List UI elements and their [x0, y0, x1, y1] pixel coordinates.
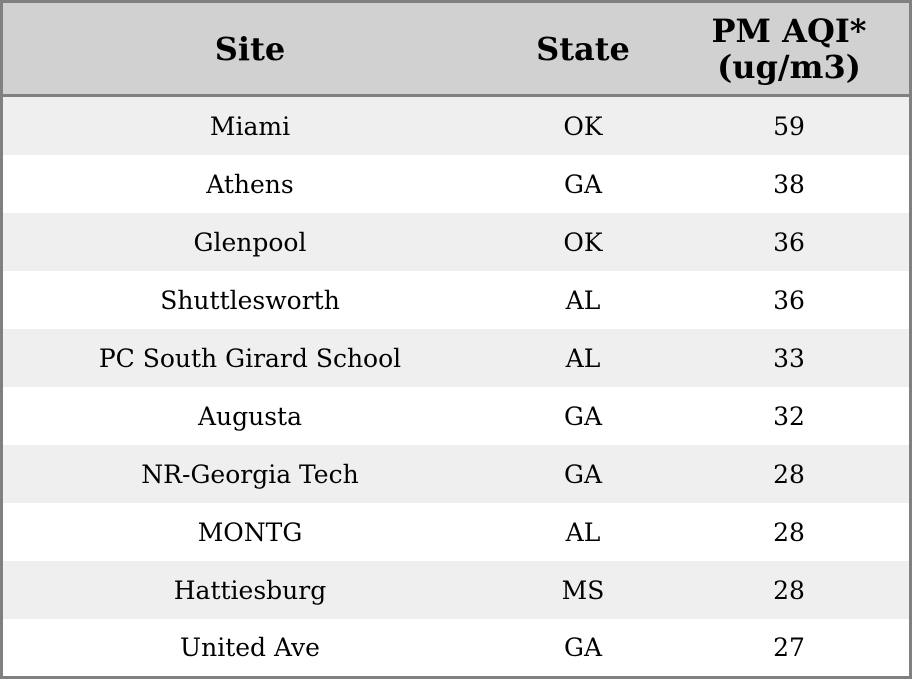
cell-site: Glenpool — [193, 227, 307, 257]
cell-site: PC South Girard School — [98, 343, 402, 373]
cell-state: AL — [565, 343, 601, 373]
cell-pm: 36 — [773, 227, 805, 257]
header-site: Site — [214, 29, 286, 68]
cell-state: AL — [565, 285, 601, 315]
cell-state: GA — [563, 633, 603, 662]
header-pm-aqi-line1: PM AQI* — [711, 11, 867, 50]
cell-state: GA — [563, 459, 603, 489]
cell-pm: 59 — [773, 111, 805, 141]
table-header: Site State PM AQI* (ug/m3) — [3, 3, 909, 97]
table-row: MONTG AL 28 — [3, 503, 909, 561]
cell-state: OK — [563, 227, 603, 257]
cell-pm: 36 — [773, 285, 805, 315]
cell-site: NR-Georgia Tech — [141, 459, 359, 489]
table-row: Athens GA 38 — [3, 155, 909, 213]
table-row: Miami OK 59 — [3, 97, 909, 155]
cell-site: Augusta — [197, 401, 303, 431]
cell-pm: 32 — [773, 401, 805, 431]
table-row: PC South Girard School AL 33 — [3, 329, 909, 387]
table-row: United Ave GA 27 — [3, 619, 909, 676]
cell-state: AL — [565, 517, 601, 547]
cell-pm: 28 — [773, 575, 805, 605]
table-row: NR-Georgia Tech GA 28 — [3, 445, 909, 503]
cell-state: OK — [563, 111, 603, 141]
header-pm-aqi-line2: (ug/m3) — [717, 47, 861, 86]
cell-pm: 33 — [773, 343, 805, 373]
cell-site: United Ave — [180, 633, 320, 662]
header-pm-aqi: PM AQI* (ug/m3) — [669, 3, 909, 94]
table-row: Shuttlesworth AL 36 — [3, 271, 909, 329]
cell-state: GA — [563, 169, 603, 199]
cell-pm: 28 — [773, 459, 805, 489]
cell-site: Athens — [206, 169, 294, 199]
cell-pm: 27 — [773, 633, 805, 662]
cell-pm: 28 — [773, 517, 805, 547]
table-row: Hattiesburg MS 28 — [3, 561, 909, 619]
cell-site: Shuttlesworth — [160, 285, 340, 315]
cell-state: MS — [561, 575, 605, 605]
cell-site: Hattiesburg — [173, 575, 327, 605]
cell-pm: 38 — [773, 169, 805, 199]
table-row: Glenpool OK 36 — [3, 213, 909, 271]
cell-site: Miami — [209, 111, 291, 141]
cell-site: MONTG — [197, 517, 303, 547]
header-state: State — [536, 29, 630, 68]
table-row: Augusta GA 32 — [3, 387, 909, 445]
cell-state: GA — [563, 401, 603, 431]
